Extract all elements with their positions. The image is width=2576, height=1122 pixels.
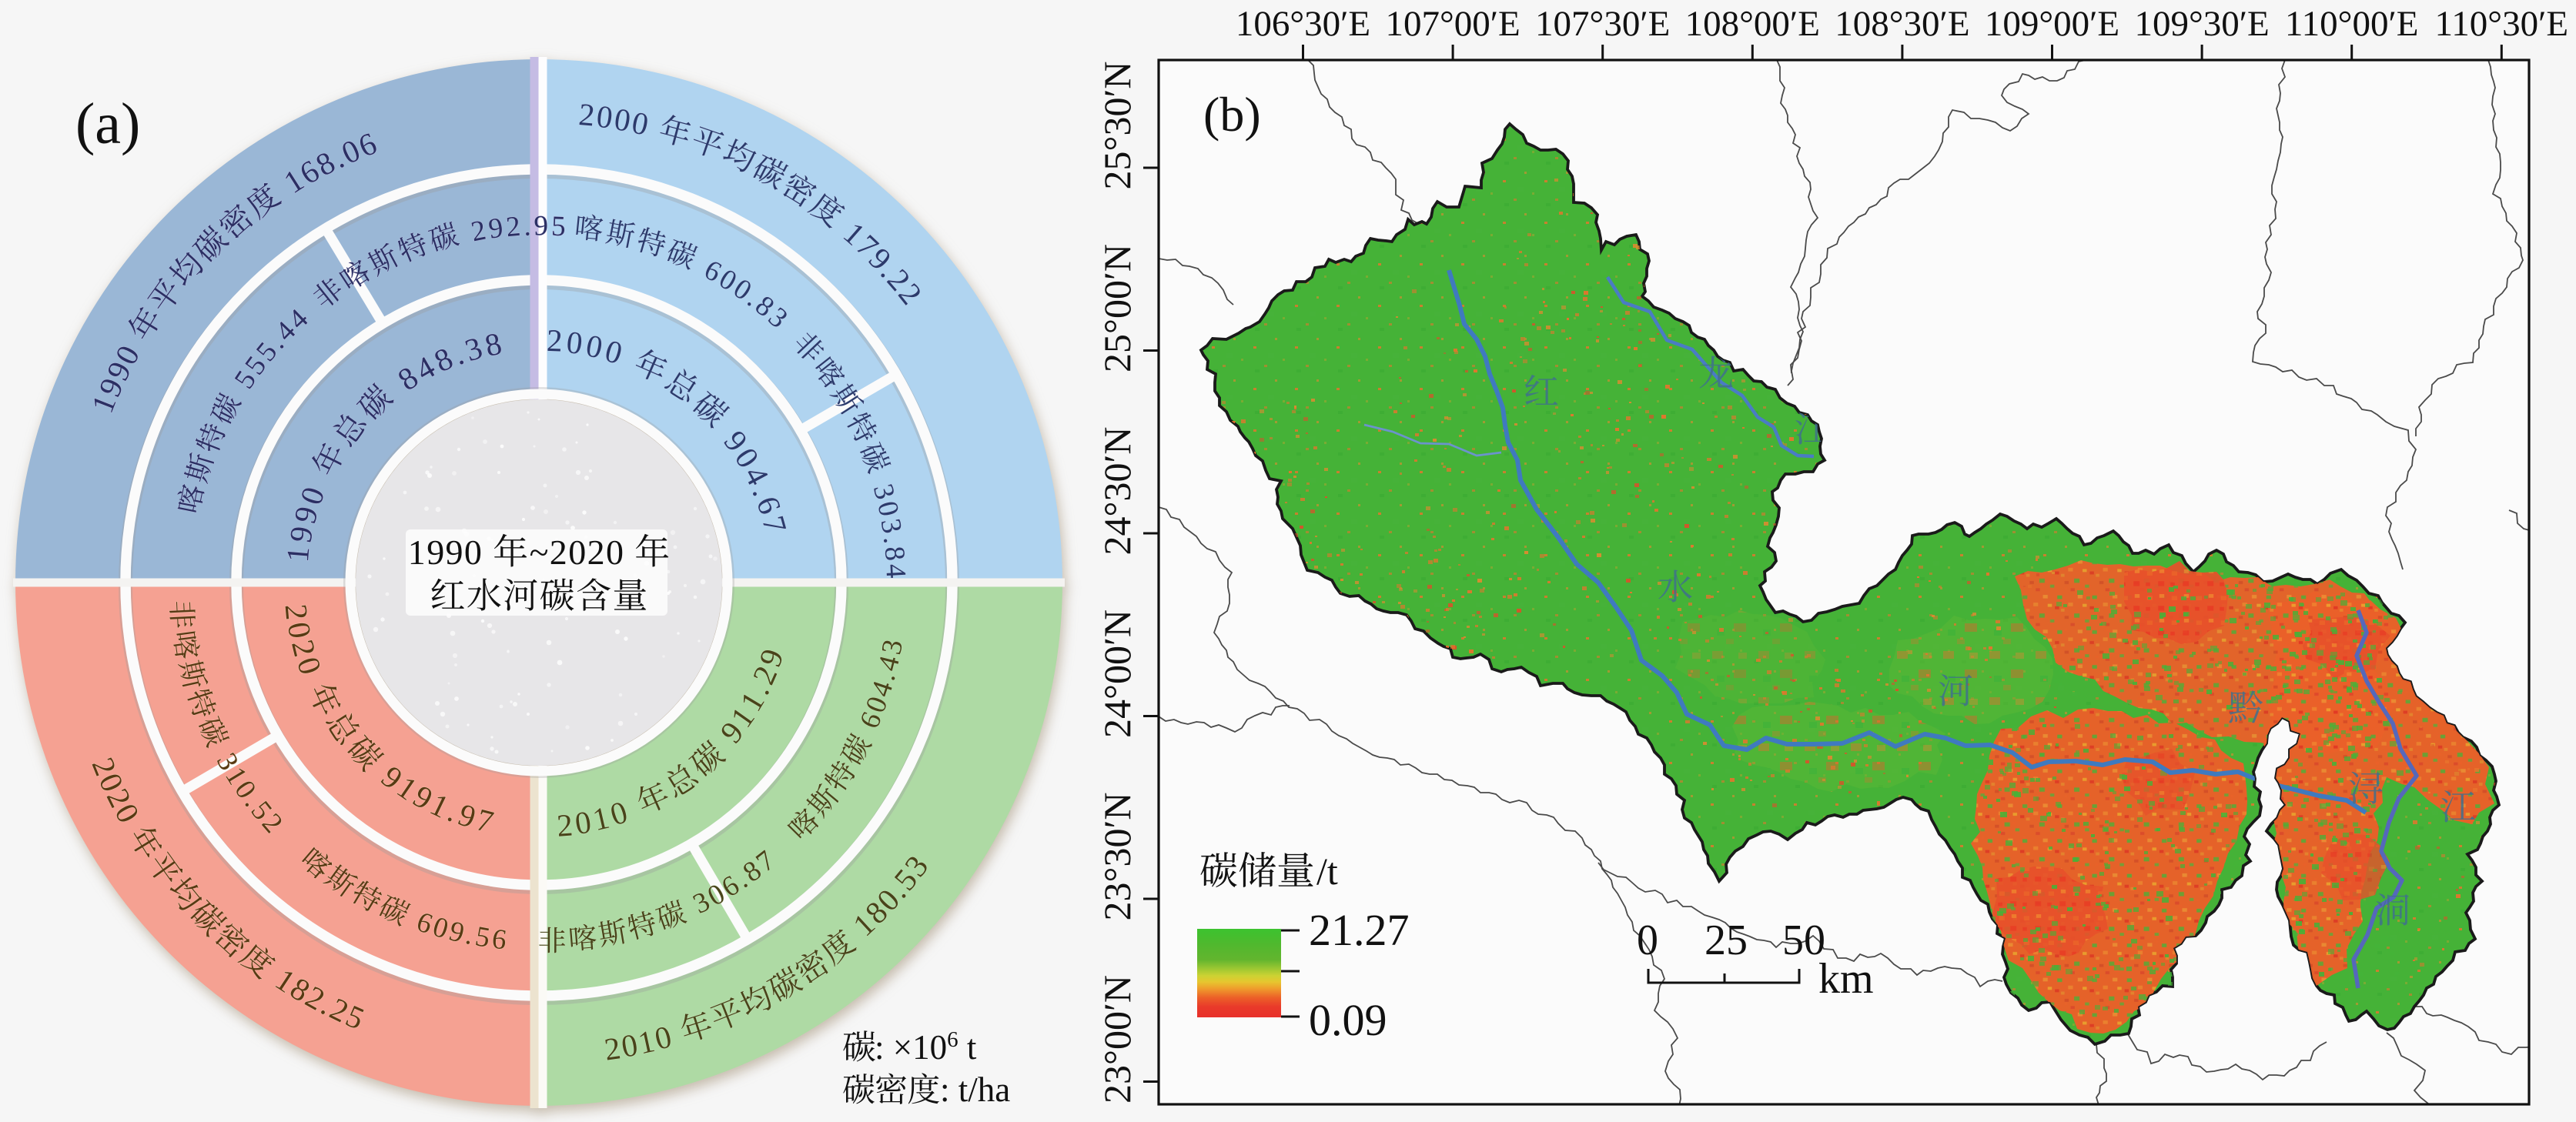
- svg-text:2: 2: [279, 603, 316, 622]
- svg-text:(b): (b): [1203, 87, 1261, 142]
- svg-text:110°00′E: 110°00′E: [2285, 4, 2419, 44]
- svg-text:2: 2: [546, 322, 563, 359]
- svg-text:8: 8: [878, 545, 911, 563]
- svg-text:9: 9: [534, 210, 548, 242]
- svg-text:107°30′E: 107°30′E: [1535, 4, 1670, 44]
- svg-text:21.27: 21.27: [1309, 905, 1410, 955]
- svg-text:23°30′N: 23°30′N: [1096, 792, 1139, 920]
- svg-text:2: 2: [505, 211, 522, 244]
- svg-text:: t/ha: : t/ha: [940, 1070, 1010, 1109]
- svg-text:1: 1: [408, 533, 426, 572]
- svg-text:108°00′E: 108°00′E: [1685, 4, 1820, 44]
- svg-text:0.09: 0.09: [1309, 995, 1387, 1045]
- svg-text:2: 2: [550, 533, 567, 572]
- svg-text:(a): (a): [75, 92, 140, 156]
- svg-text:2: 2: [546, 322, 563, 359]
- svg-text:110°30′E: 110°30′E: [2435, 4, 2569, 44]
- svg-text:2: 2: [577, 96, 596, 133]
- svg-text:24°00′N: 24°00′N: [1096, 609, 1139, 738]
- svg-text:4: 4: [879, 563, 912, 579]
- svg-text:2: 2: [556, 806, 574, 843]
- svg-text:9: 9: [446, 533, 463, 572]
- svg-text:4: 4: [879, 563, 912, 579]
- svg-text:9: 9: [534, 210, 548, 242]
- svg-text:24°30′N: 24°30′N: [1096, 426, 1139, 555]
- svg-text:23°00′N: 23°00′N: [1096, 975, 1139, 1104]
- svg-text:0: 0: [464, 533, 482, 572]
- svg-text:1: 1: [279, 545, 316, 563]
- svg-text:109°30′E: 109°30′E: [2134, 4, 2269, 44]
- svg-text:8: 8: [878, 545, 911, 563]
- svg-text:0: 0: [619, 1027, 641, 1064]
- svg-text:.: .: [523, 210, 531, 242]
- svg-text:25: 25: [1705, 917, 1748, 964]
- svg-text:25°30′N: 25°30′N: [1096, 61, 1139, 189]
- svg-text:1: 1: [279, 545, 316, 563]
- svg-text:25°00′N: 25°00′N: [1096, 244, 1139, 372]
- svg-text:0: 0: [568, 533, 586, 572]
- svg-text:108°30′E: 108°30′E: [1835, 4, 1969, 44]
- svg-text:2: 2: [505, 211, 522, 244]
- svg-text:106°30′E: 106°30′E: [1236, 4, 1370, 44]
- svg-text:9: 9: [427, 533, 444, 572]
- svg-text:5: 5: [550, 211, 566, 243]
- svg-text:2: 2: [587, 533, 605, 572]
- svg-text:50: 50: [1782, 917, 1825, 964]
- svg-text:0: 0: [1637, 917, 1658, 964]
- svg-text:km: km: [1818, 955, 1874, 1003]
- svg-text:2: 2: [556, 806, 574, 843]
- svg-text:.: .: [523, 210, 531, 242]
- svg-text:107°00′E: 107°00′E: [1385, 4, 1520, 44]
- svg-text:109°00′E: 109°00′E: [1985, 4, 2119, 44]
- svg-text:~: ~: [530, 533, 549, 572]
- svg-text:5: 5: [550, 211, 566, 243]
- svg-text:2: 2: [279, 603, 316, 622]
- svg-text:0: 0: [606, 533, 624, 572]
- svg-text:6: 6: [490, 923, 509, 956]
- svg-text:2: 2: [577, 96, 596, 133]
- svg-text:/t: /t: [1316, 850, 1338, 893]
- svg-text:: ×106 t: : ×106 t: [875, 1027, 977, 1067]
